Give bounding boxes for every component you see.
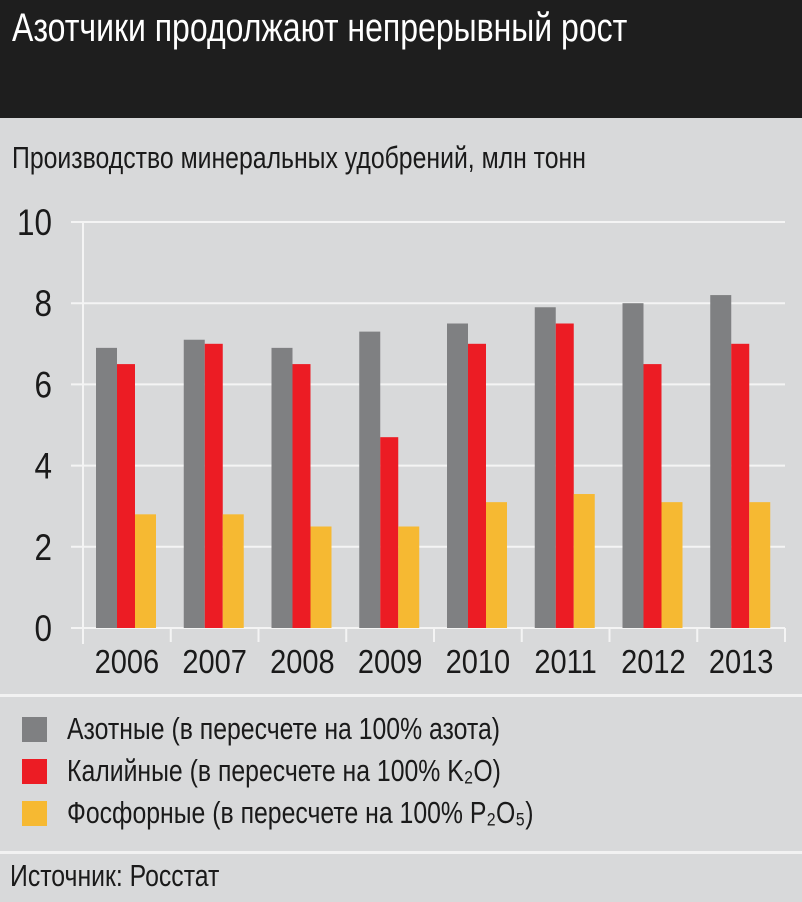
bar-2011-potassium	[555, 323, 574, 628]
bar-2011-nitrogen	[534, 307, 556, 628]
y-tick-label: 4	[35, 446, 52, 487]
y-tick-label: 0	[35, 609, 52, 650]
bar-2012-nitrogen	[622, 303, 644, 628]
x-tick-label: 2006	[95, 643, 160, 680]
bar-2011-phosphate	[573, 494, 595, 628]
bar-2010-phosphate	[486, 502, 507, 628]
legend-label: Фосфорные (в пересчете на 100% P₂O₅)	[67, 795, 534, 830]
bar-2008-phosphate	[310, 526, 332, 628]
y-tick-label: 10	[17, 203, 52, 244]
legend-swatch-yellow	[22, 800, 47, 826]
bar-2012-potassium	[643, 364, 662, 628]
bar-2010-nitrogen	[447, 323, 468, 628]
bar-2009-nitrogen	[359, 331, 381, 628]
bar-chart: 0 2 4 6 8 10 2006 2007 2008 2009 2010 2011 2012 2013	[17, 203, 786, 680]
bar-2009-phosphate	[398, 526, 420, 628]
bar-2010-potassium	[468, 343, 486, 628]
page-title: Азотчики продолжают непрерывный рост	[12, 6, 628, 50]
x-tick-label: 2007	[182, 643, 247, 680]
x-tick-label: 2012	[621, 643, 686, 680]
bar-2012-phosphate	[661, 502, 683, 628]
bar-2006-phosphate	[135, 514, 156, 628]
bar-2007-phosphate	[222, 514, 244, 628]
y-tick-label: 6	[35, 365, 52, 406]
legend-item-phosphate: Фосфорные (в пересчете на 100% P₂O₅)	[22, 792, 650, 834]
bar-2007-nitrogen	[183, 339, 205, 628]
x-tick-label: 2008	[270, 643, 335, 680]
x-tick-label: 2013	[709, 643, 774, 680]
bar-2006-nitrogen	[96, 347, 117, 628]
header-bar: Азотчики продолжают непрерывный рост	[0, 0, 802, 118]
legend-item-nitrogen: Азотные (в пересчете на 100% азота)	[22, 708, 650, 750]
bar-2013-nitrogen	[710, 295, 732, 628]
bar-2013-phosphate	[749, 502, 771, 628]
legend-label: Калийные (в пересчете на 100% K₂O)	[67, 753, 501, 788]
chart-title: Производство минеральных удобрений, млн …	[12, 140, 586, 175]
legend-label: Азотные (в пересчете на 100% азота)	[67, 711, 501, 746]
x-tick-label: 2011	[534, 643, 596, 680]
y-tick-label: 2	[35, 527, 52, 568]
bar-2007-potassium	[204, 343, 223, 628]
footer-divider	[0, 851, 802, 854]
legend-divider	[0, 694, 802, 697]
source-note: Источник: Росстат	[10, 858, 220, 893]
bar-2006-potassium	[117, 364, 135, 628]
bar-2013-potassium	[731, 343, 750, 628]
legend: Азотные (в пересчете на 100% азота) Кали…	[22, 708, 650, 834]
y-tick-label: 8	[35, 284, 52, 325]
legend-swatch-gray	[22, 716, 47, 742]
legend-item-potassium: Калийные (в пересчете на 100% K₂O)	[22, 750, 650, 792]
bar-2008-nitrogen	[271, 347, 293, 628]
x-tick-label: 2010	[446, 643, 511, 680]
legend-swatch-red	[22, 758, 47, 784]
x-tick-label: 2009	[358, 643, 423, 680]
bar-2008-potassium	[292, 364, 311, 628]
bar-2009-potassium	[380, 437, 399, 628]
